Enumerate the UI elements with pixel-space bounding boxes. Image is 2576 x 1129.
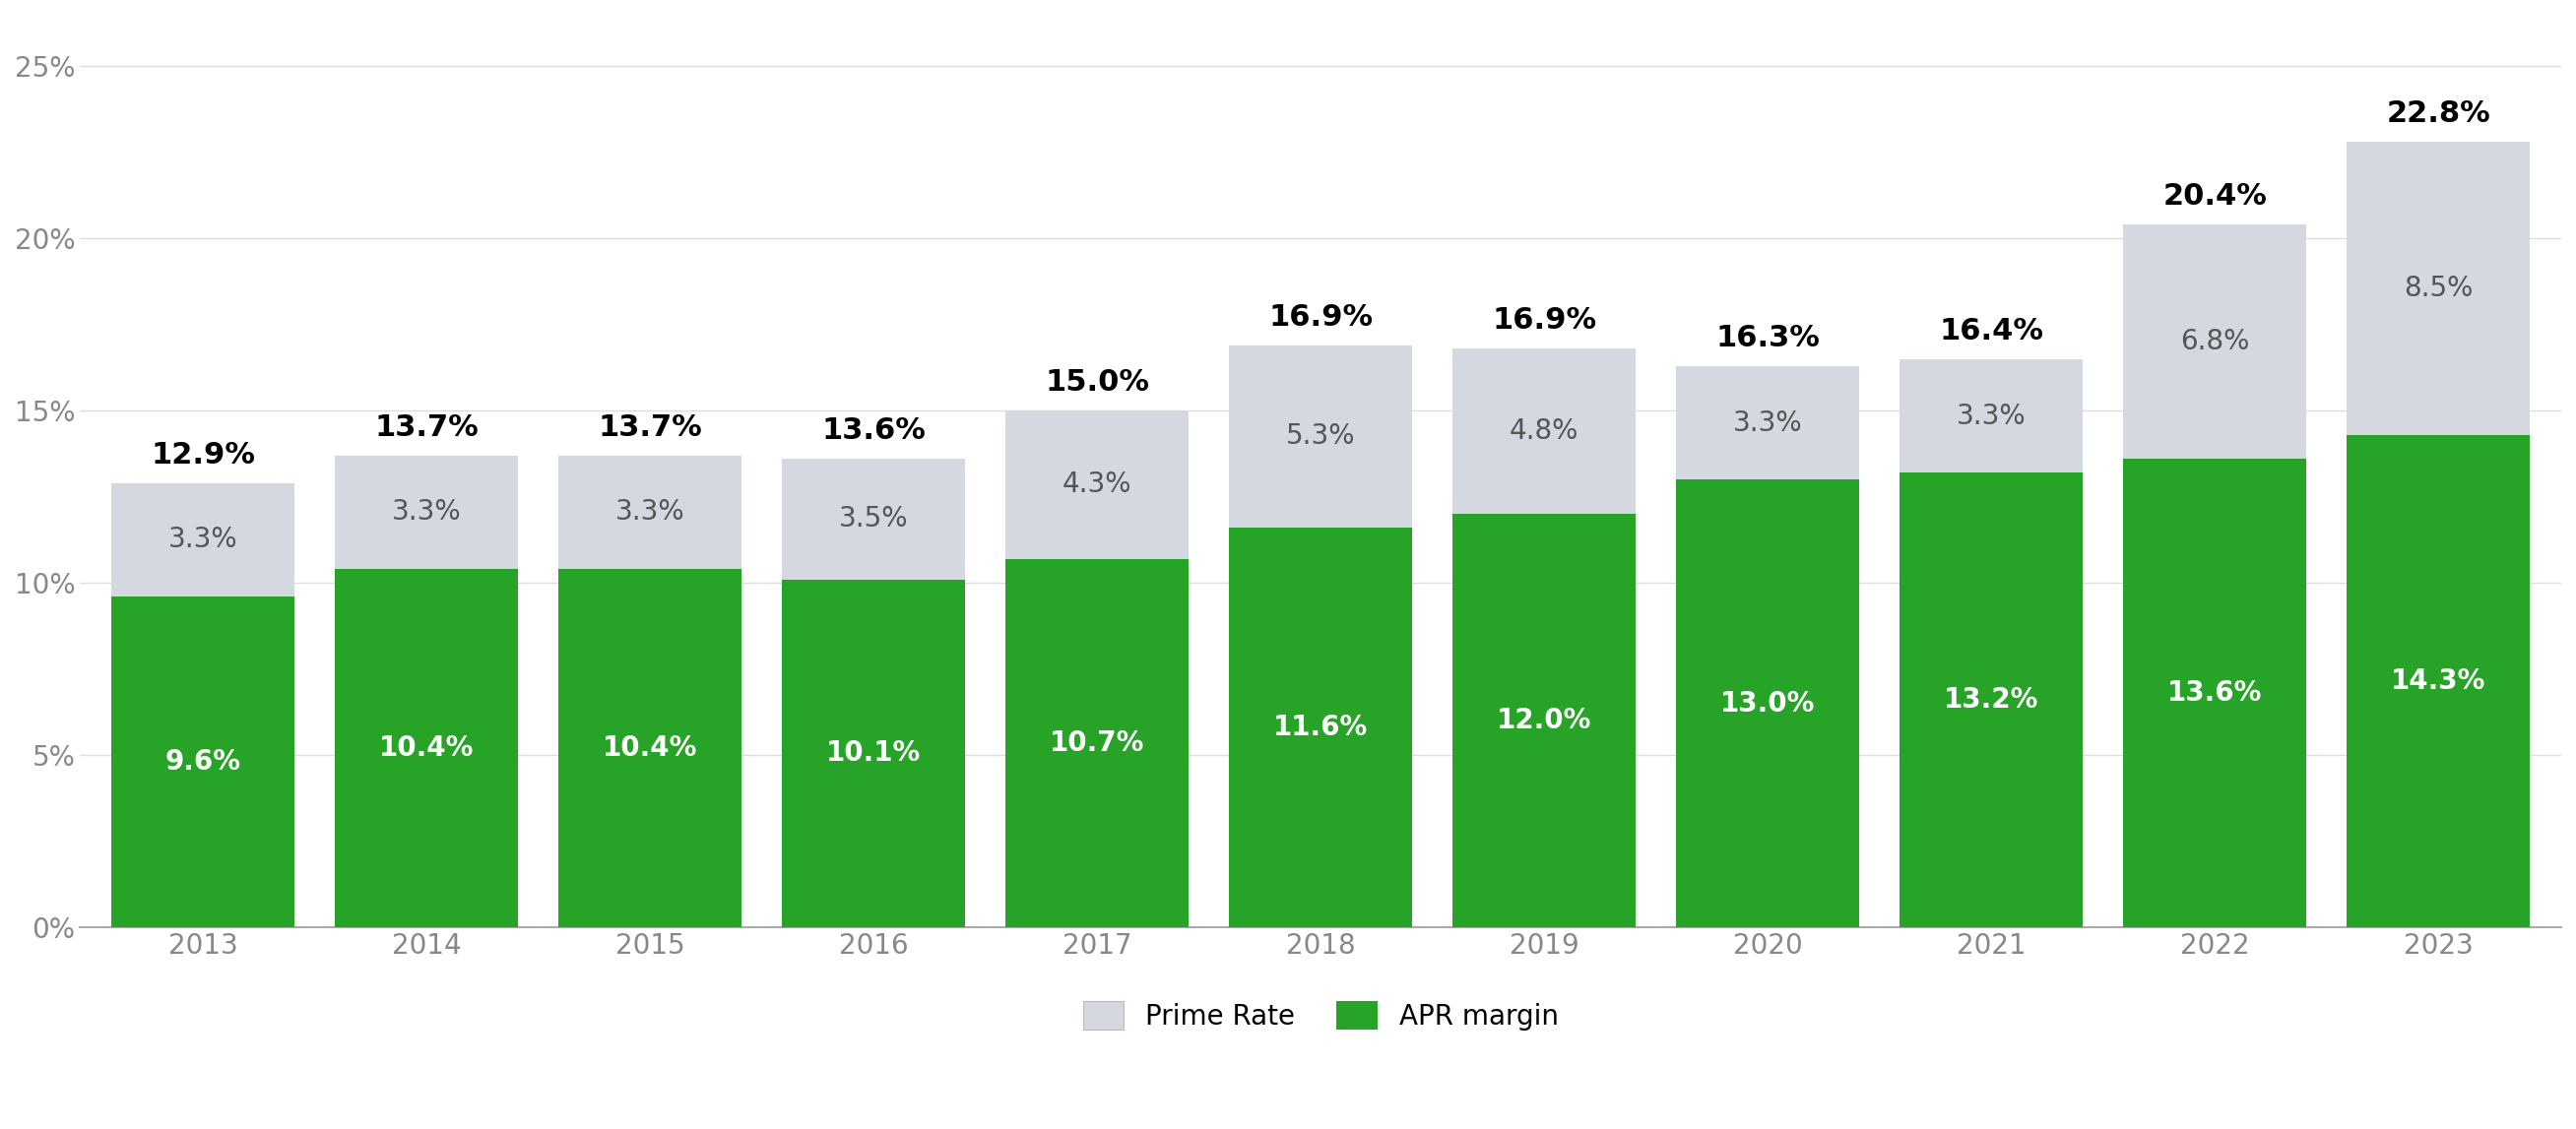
Text: 3.3%: 3.3% (1734, 409, 1803, 437)
Text: 22.8%: 22.8% (2385, 99, 2491, 129)
Text: 9.6%: 9.6% (165, 749, 242, 776)
Bar (1677, 366, 1860, 480)
Text: 12.0%: 12.0% (1497, 707, 1592, 734)
Text: 14.3%: 14.3% (2391, 667, 2486, 694)
Text: 8.5%: 8.5% (2403, 274, 2473, 303)
Bar (2347, 435, 2530, 927)
Bar (783, 579, 966, 927)
Bar (2123, 458, 2306, 927)
Text: 3.3%: 3.3% (392, 499, 461, 526)
Text: 16.4%: 16.4% (1940, 317, 2043, 345)
Bar (1899, 473, 2084, 927)
Text: 16.9%: 16.9% (1492, 306, 1597, 335)
Text: 3.3%: 3.3% (167, 526, 237, 553)
Bar (1899, 359, 2084, 473)
Bar (1229, 527, 1412, 927)
Text: 3.3%: 3.3% (616, 499, 685, 526)
Text: 16.9%: 16.9% (1267, 303, 1373, 332)
Text: 4.8%: 4.8% (1510, 418, 1579, 445)
Legend: Prime Rate, APR margin: Prime Rate, APR margin (1072, 990, 1569, 1041)
Bar (1453, 349, 1636, 514)
Text: 10.7%: 10.7% (1051, 729, 1144, 756)
Bar (335, 569, 518, 927)
Text: 10.4%: 10.4% (379, 734, 474, 762)
Text: 13.7%: 13.7% (598, 413, 703, 441)
Bar (1677, 480, 1860, 927)
Text: 13.2%: 13.2% (1945, 686, 2038, 714)
Bar (1005, 559, 1190, 927)
Text: 15.0%: 15.0% (1046, 368, 1149, 397)
Bar (2347, 142, 2530, 435)
Bar (111, 596, 294, 927)
Text: 13.6%: 13.6% (2166, 680, 2262, 707)
Text: 5.3%: 5.3% (1285, 422, 1355, 450)
Bar (2123, 225, 2306, 458)
Text: 13.0%: 13.0% (1721, 690, 1816, 717)
Text: 12.9%: 12.9% (152, 440, 255, 470)
Text: 4.3%: 4.3% (1061, 471, 1131, 499)
Text: 10.4%: 10.4% (603, 734, 698, 762)
Bar (335, 455, 518, 569)
Text: 10.1%: 10.1% (827, 739, 922, 767)
Text: 3.5%: 3.5% (840, 506, 909, 533)
Bar (111, 483, 294, 596)
Bar (559, 455, 742, 569)
Text: 13.6%: 13.6% (822, 417, 925, 445)
Bar (1453, 514, 1636, 927)
Bar (559, 569, 742, 927)
Text: 13.7%: 13.7% (374, 413, 479, 441)
Text: 16.3%: 16.3% (1716, 324, 1819, 352)
Text: 6.8%: 6.8% (2179, 329, 2249, 356)
Bar (783, 458, 966, 579)
Text: 11.6%: 11.6% (1273, 714, 1368, 742)
Text: 3.3%: 3.3% (1958, 402, 2027, 430)
Text: 20.4%: 20.4% (2164, 183, 2267, 211)
Bar (1005, 411, 1190, 559)
Bar (1229, 345, 1412, 527)
